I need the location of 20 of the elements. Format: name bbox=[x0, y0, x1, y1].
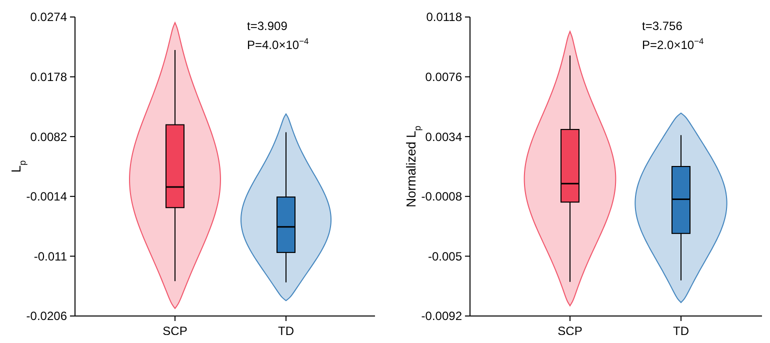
x-tick-label: SCP bbox=[162, 324, 188, 338]
y-tick-label: -0.0014 bbox=[26, 190, 68, 204]
y-tick-label: 0.0076 bbox=[425, 70, 462, 84]
y-tick-label: -0.011 bbox=[34, 249, 68, 264]
annotation: t=3.909 bbox=[247, 19, 288, 33]
y-tick-label: -0.0008 bbox=[421, 190, 462, 204]
y-tick-label: 0.0274 bbox=[30, 10, 68, 24]
y-tick-label: -0.005 bbox=[428, 249, 462, 264]
y-tick-label: 0.0178 bbox=[30, 70, 68, 84]
y-tick-label: 0.0118 bbox=[426, 10, 462, 24]
y-tick-label: 0.0082 bbox=[30, 130, 68, 144]
annotation: t=3.756 bbox=[642, 19, 683, 33]
x-tick-label: TD bbox=[673, 324, 690, 338]
y-tick-label: -0.0206 bbox=[26, 309, 68, 324]
x-tick-label: SCP bbox=[558, 324, 582, 338]
annotation: P=4.0×10$^{−4}$ bbox=[247, 36, 309, 52]
annotation: P=2.0×10$^{−4}$ bbox=[642, 36, 704, 52]
y-tick-label: -0.0092 bbox=[421, 309, 462, 324]
y-tick-label: 0.0034 bbox=[425, 130, 462, 144]
x-tick-label: TD bbox=[278, 324, 294, 338]
